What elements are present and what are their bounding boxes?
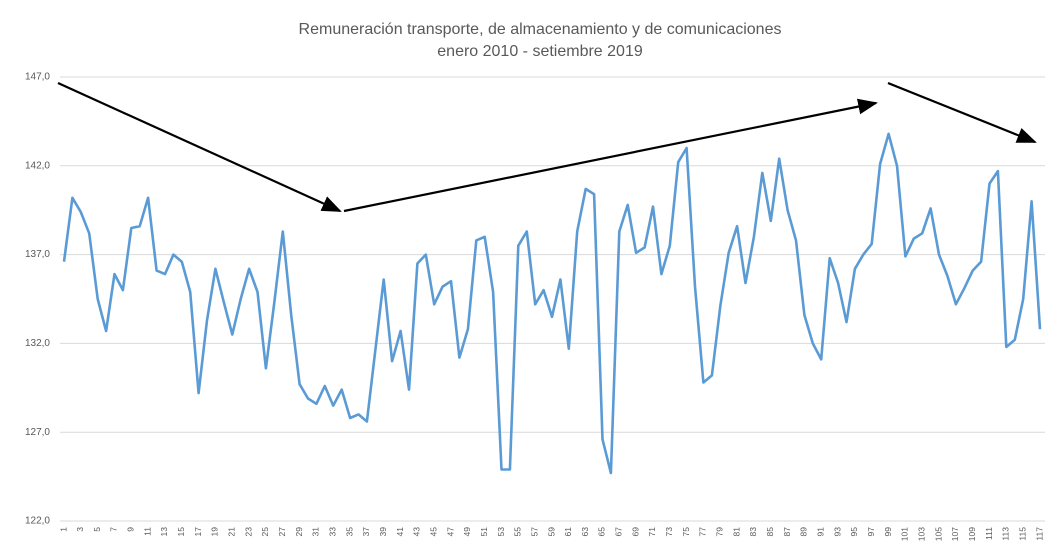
x-tick-label: 65 bbox=[597, 527, 607, 537]
x-tick-label: 67 bbox=[614, 527, 624, 537]
x-tick-label: 33 bbox=[327, 527, 337, 537]
x-tick-label: 113 bbox=[1001, 527, 1011, 541]
x-tick-label: 105 bbox=[933, 527, 943, 541]
x-tick-label: 81 bbox=[731, 527, 741, 537]
x-tick-label: 41 bbox=[395, 527, 405, 537]
x-tick-label: 55 bbox=[513, 527, 523, 537]
x-tick-label: 83 bbox=[748, 527, 758, 537]
x-tick-label: 91 bbox=[815, 527, 825, 537]
arrow bbox=[343, 98, 878, 213]
x-tick-label: 103 bbox=[916, 527, 926, 541]
x-tick-label: 61 bbox=[563, 527, 573, 537]
x-tick-label: 111 bbox=[984, 527, 994, 540]
y-tick-label: 137,0 bbox=[25, 249, 50, 260]
x-tick-label: 29 bbox=[294, 527, 304, 537]
x-tick-label: 73 bbox=[664, 527, 674, 537]
x-tick-label: 101 bbox=[900, 527, 910, 541]
trend-arrows bbox=[57, 81, 1037, 213]
x-tick-label: 97 bbox=[866, 527, 876, 537]
x-tick-label: 95 bbox=[849, 527, 859, 537]
x-tick-label: 27 bbox=[277, 527, 287, 537]
x-tick-label: 1 bbox=[58, 527, 68, 532]
x-tick-label: 19 bbox=[210, 527, 220, 537]
x-tick-label: 57 bbox=[529, 527, 539, 537]
data-line bbox=[62, 132, 1042, 475]
x-tick-label: 71 bbox=[647, 527, 657, 537]
y-tick-label: 127,0 bbox=[25, 427, 50, 438]
y-tick-label: 142,0 bbox=[25, 160, 50, 171]
x-tick-label: 85 bbox=[765, 527, 775, 537]
x-tick-label: 87 bbox=[782, 527, 792, 537]
x-tick-label: 43 bbox=[412, 527, 422, 537]
x-tick-label: 53 bbox=[496, 527, 506, 537]
x-tick-label: 7 bbox=[109, 527, 119, 532]
x-tick-label: 15 bbox=[176, 527, 186, 537]
x-tick-label: 99 bbox=[883, 527, 893, 537]
x-tick-label: 25 bbox=[260, 527, 270, 537]
x-tick-label: 39 bbox=[378, 527, 388, 537]
x-tick-label: 69 bbox=[630, 527, 640, 537]
y-tick-label: 122,0 bbox=[25, 516, 50, 527]
x-tick-label: 21 bbox=[227, 527, 237, 537]
x-tick-label: 37 bbox=[361, 527, 371, 537]
x-tick-label: 115 bbox=[1017, 527, 1027, 541]
x-tick-label: 77 bbox=[698, 527, 708, 537]
x-tick-label: 31 bbox=[311, 527, 321, 537]
x-tick-label: 51 bbox=[479, 527, 489, 537]
x-tick-label: 63 bbox=[580, 527, 590, 537]
chart-subtitle: enero 2010 - setiembre 2019 bbox=[437, 43, 643, 60]
x-tick-label: 17 bbox=[193, 527, 203, 537]
x-tick-label: 75 bbox=[681, 527, 691, 537]
y-tick-label: 147,0 bbox=[25, 72, 50, 83]
x-tick-label: 45 bbox=[428, 527, 438, 537]
x-tick-label: 79 bbox=[715, 527, 725, 537]
x-tick-label: 89 bbox=[799, 527, 809, 537]
x-tick-label: 49 bbox=[462, 527, 472, 537]
x-tick-label: 109 bbox=[967, 527, 977, 541]
x-tick-label: 107 bbox=[950, 527, 960, 541]
arrow bbox=[57, 81, 342, 213]
arrow bbox=[887, 81, 1037, 144]
x-tick-label: 35 bbox=[344, 527, 354, 537]
x-tick-label: 3 bbox=[75, 527, 85, 532]
y-tick-label: 132,0 bbox=[25, 338, 50, 349]
x-tick-label: 93 bbox=[832, 527, 842, 537]
x-tick-label: 11 bbox=[142, 527, 152, 536]
chart-title: Remuneración transporte, de almacenamien… bbox=[299, 21, 782, 38]
x-tick-label: 47 bbox=[445, 527, 455, 537]
x-tick-label: 117 bbox=[1034, 527, 1044, 541]
x-tick-label: 59 bbox=[546, 527, 556, 537]
x-tick-label: 23 bbox=[243, 527, 253, 537]
x-tick-label: 9 bbox=[126, 527, 136, 532]
x-tick-label: 5 bbox=[92, 527, 102, 532]
x-tick-label: 13 bbox=[159, 527, 169, 537]
